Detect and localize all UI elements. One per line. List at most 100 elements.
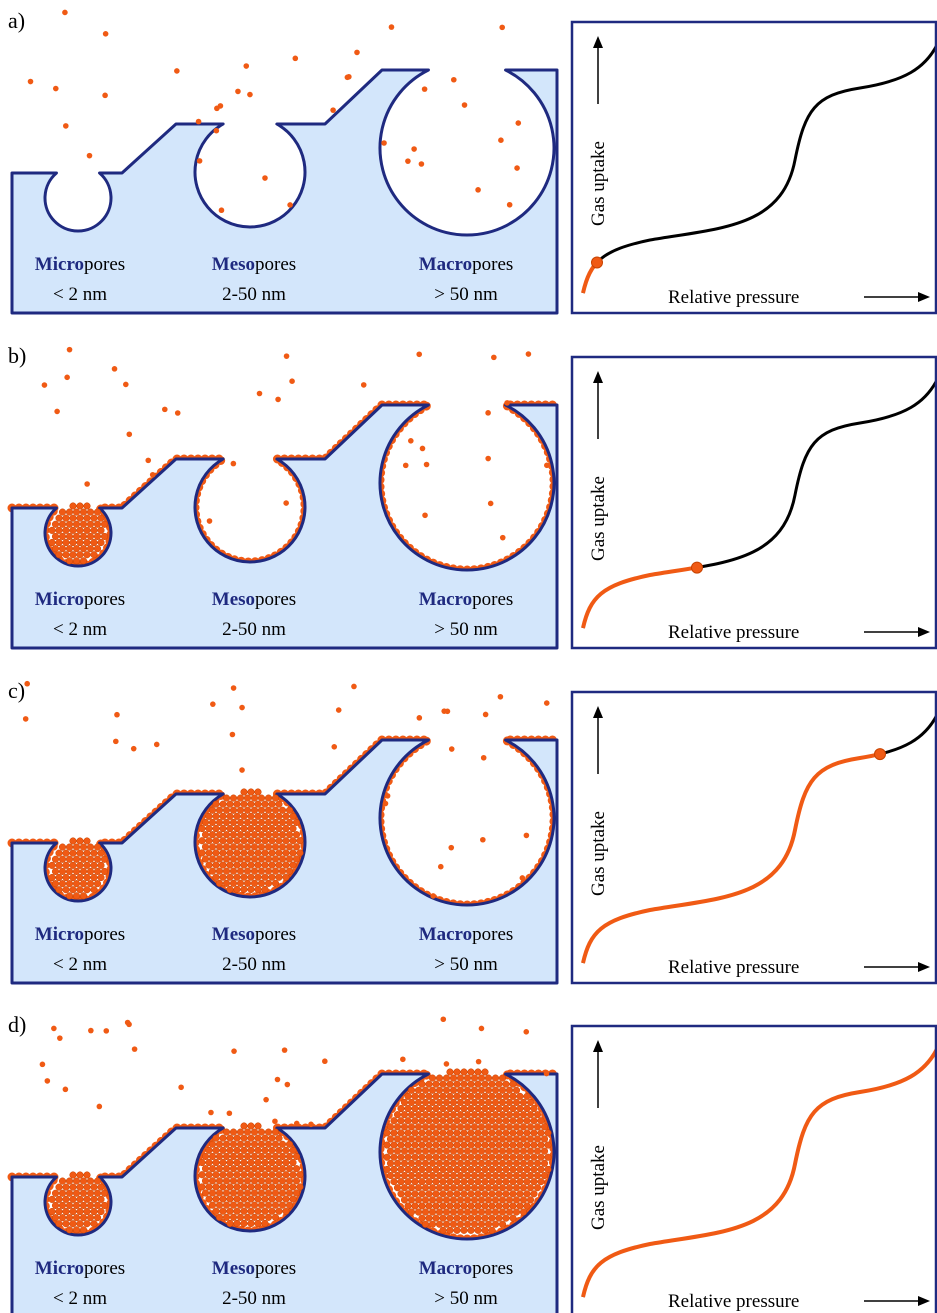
pore-size: 2-50 nm [222,954,286,975]
adsorbed-gas [408,1160,415,1167]
adsorbed-gas [66,1202,73,1209]
adsorbed-gas [398,1154,405,1161]
adsorbed-gas [401,1111,408,1118]
gas-molecule [210,701,216,707]
adsorbed-gas [258,856,265,863]
gas-molecule [491,355,497,361]
adsorbed-gas [234,1208,241,1215]
adsorbed-gas [513,1099,520,1106]
adsorbed-gas [503,1154,510,1161]
adsorbed-gas [258,795,265,802]
adsorbed-gas [419,1093,426,1100]
adsorbed-gas [52,521,59,528]
pore-prefix: Meso [212,924,255,945]
adsorbed-gas [485,1148,492,1155]
adsorbed-gas [255,1220,262,1227]
adsorbed-gas [457,1124,464,1131]
adsorbed-gas [101,868,108,875]
adsorbed-gas [415,1111,422,1118]
adsorbed-gas [391,1130,398,1137]
adsorbed-gas [496,1203,503,1210]
adsorbed-gas [447,1069,454,1076]
figure: a)Micropores< 2 nmMesopores2-50 nmMacrop… [0,0,937,1313]
adsorbed-gas [485,1209,492,1216]
adsorbed-gas [279,1190,286,1197]
adsorbed-gas [447,1093,454,1100]
adsorbed-gas [70,886,77,893]
gas-molecule [145,458,151,464]
adsorbed-gas [56,515,63,522]
adsorbed-gas [251,844,258,851]
adsorbed-gas [283,862,290,869]
adsorbed-gas [513,1197,520,1204]
adsorbed-gas [258,831,265,838]
adsorbed-gas [468,1215,475,1222]
y-axis-label: Gas uptake [588,141,609,226]
gas-molecule [524,833,530,839]
adsorbed-gas [251,1141,258,1148]
adsorbed-gas [440,1093,447,1100]
panel-label: b) [8,343,26,368]
adsorbed-gas [398,1191,405,1198]
adsorbed-gas [87,844,94,851]
pore-prefix: Micro [35,1258,84,1279]
adsorbed-gas [244,844,251,851]
adsorbed-gas [220,874,227,881]
adsorbed-gas [202,819,209,826]
adsorbed-gas [503,1191,510,1198]
adsorbed-gas [482,1227,489,1234]
adsorbed-gas [63,1208,70,1215]
gas-molecule [154,742,160,748]
adsorbed-gas [475,1142,482,1149]
pore-prefix: Micro [35,924,84,945]
adsorbed-gas [412,1166,419,1173]
adsorbed-gas [478,1160,485,1167]
adsorbed-gas [478,1184,485,1191]
adsorbed-gas [227,837,234,844]
adsorbed-gas [199,1159,206,1166]
adsorbed-gas [283,1147,290,1154]
adsorbed-gas [265,1190,272,1197]
adsorbed-gas [290,850,297,857]
adsorbed-gas [520,1209,527,1216]
adsorbed-gas [52,856,59,863]
adsorbed-gas [286,819,293,826]
adsorbed-gas [230,807,237,814]
adsorbed-gas [84,874,91,881]
adsorbed-gas [503,1081,510,1088]
adsorbed-gas [241,837,248,844]
adsorbed-gas [255,886,262,893]
gas-molecule [162,407,168,413]
adsorbed-gas [475,1191,482,1198]
adsorbed-gas [283,1184,290,1191]
adsorbed-gas [70,539,77,546]
gas-molecule [287,202,293,208]
adsorbed-gas [216,844,223,851]
adsorbed-gas [468,1166,475,1173]
adsorbed-gas [227,1196,234,1203]
adsorbed-gas [216,831,223,838]
gas-molecule [451,77,457,83]
adsorbed-gas [496,1191,503,1198]
adsorbed-gas [66,1227,73,1234]
adsorbed-gas [237,831,244,838]
adsorbed-gas [213,1147,220,1154]
adsorbed-gas [426,1081,433,1088]
adsorbed-gas [297,1184,304,1191]
adsorbed-gas [527,1197,534,1204]
adsorbed-gas [398,1178,405,1185]
adsorbed-gas [443,1075,450,1082]
adsorbed-gas [237,1165,244,1172]
isotherm-filled [583,1049,937,1297]
adsorbed-gas [216,1153,223,1160]
y-arrowhead [593,1040,603,1052]
adsorbed-gas [52,545,59,552]
adsorbed-gas [527,1099,534,1106]
adsorbed-gas [59,533,66,540]
adsorbed-gas [471,1136,478,1143]
adsorbed-gas [199,1184,206,1191]
adsorbed-gas [279,1165,286,1172]
adsorbed-gas [482,1105,489,1112]
adsorbed-gas [440,1178,447,1185]
adsorbed-gas [290,1184,297,1191]
